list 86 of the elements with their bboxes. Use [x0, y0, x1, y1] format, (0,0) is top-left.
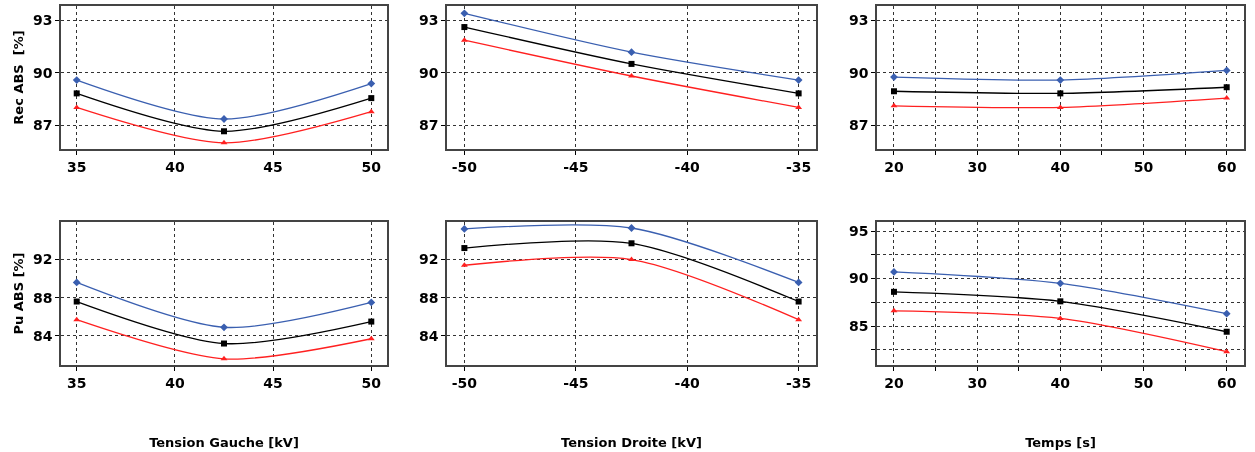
point [460, 225, 469, 233]
y-tick-label: 84 [32, 327, 53, 344]
point [1223, 328, 1230, 335]
point [1056, 76, 1065, 84]
point [795, 316, 803, 322]
y-tick-label: 87 [418, 117, 439, 134]
x-tick-label: 45 [263, 158, 283, 175]
point [628, 240, 635, 247]
point [794, 76, 803, 84]
point [367, 79, 376, 88]
point [890, 88, 897, 95]
x-tick-label: 20 [884, 374, 904, 391]
y-tick-label: 84 [418, 327, 439, 344]
point [72, 278, 81, 287]
x-axis-title: Temps [s] [1025, 434, 1096, 450]
y-tick-label: 90 [848, 270, 869, 287]
x-tick-label: 30 [967, 158, 988, 175]
point [73, 298, 80, 305]
point [220, 323, 228, 332]
point [794, 278, 803, 287]
point [628, 256, 635, 262]
x-tick-label: 50 [1133, 374, 1154, 391]
x-tick-label: 50 [361, 158, 382, 175]
y-tick-label: 90 [848, 64, 869, 81]
x-tick-label: 60 [1216, 158, 1237, 175]
y-tick-label: 95 [848, 222, 869, 239]
point [890, 288, 897, 295]
point [628, 60, 635, 67]
point [72, 76, 81, 84]
x-tick-label: -50 [451, 374, 478, 391]
point [461, 245, 468, 252]
y-tick-label: 88 [32, 289, 53, 306]
x-tick-label: -35 [785, 158, 812, 175]
point [1056, 279, 1065, 288]
y-tick-label: 93 [418, 11, 439, 28]
y-tick-label: 90 [418, 64, 439, 81]
point [368, 318, 375, 325]
point [1222, 66, 1231, 75]
y-axis-title: Rec ABS [%] [11, 30, 27, 125]
x-tick-label: 35 [66, 374, 87, 391]
y-tick-label: 93 [32, 11, 53, 28]
x-tick-label: 45 [263, 374, 283, 391]
point [461, 24, 468, 31]
x-tick-label: -45 [563, 158, 589, 175]
y-tick-label: 92 [418, 251, 439, 268]
point [367, 298, 376, 307]
x-tick-label: 40 [1050, 158, 1071, 175]
point [627, 224, 636, 232]
x-tick-label: 50 [361, 374, 382, 391]
point [73, 90, 80, 97]
point [890, 267, 898, 276]
x-tick-label: 35 [66, 158, 87, 175]
point [628, 73, 635, 78]
y-tick-label: 87 [848, 117, 869, 134]
point [221, 340, 227, 347]
x-tick-label: 20 [884, 158, 904, 175]
point [627, 48, 636, 57]
point [1223, 84, 1230, 91]
point [368, 95, 375, 102]
point [1222, 309, 1231, 318]
x-tick-label: 40 [1050, 374, 1071, 391]
x-tick-label: 40 [165, 374, 185, 391]
y-tick-label: 85 [848, 317, 869, 334]
point [795, 298, 802, 305]
x-tick-label: -45 [563, 374, 589, 391]
point [460, 9, 469, 18]
y-tick-label: 88 [418, 289, 439, 306]
point [221, 128, 227, 135]
y-tick-label: 90 [32, 64, 53, 81]
y-axis-title: Pu ABS [%] [11, 252, 27, 335]
x-tick-label: -40 [674, 158, 701, 175]
y-tick-label: 87 [32, 117, 53, 134]
x-tick-label: 60 [1216, 374, 1237, 391]
point [795, 90, 802, 97]
y-tick-label: 93 [848, 11, 869, 28]
x-tick-label: -35 [785, 374, 812, 391]
y-tick-label: 92 [32, 251, 53, 268]
x-axis-title: Tension Gauche [kV] [149, 434, 299, 450]
point [1057, 298, 1064, 305]
x-tick-label: -40 [674, 374, 701, 391]
point [1057, 90, 1064, 97]
x-tick-label: 30 [967, 374, 988, 391]
x-tick-label: 40 [165, 158, 185, 175]
x-axis-title: Tension Droite [kV] [561, 434, 702, 450]
x-tick-label: 50 [1133, 158, 1154, 175]
x-tick-label: -50 [451, 158, 478, 175]
